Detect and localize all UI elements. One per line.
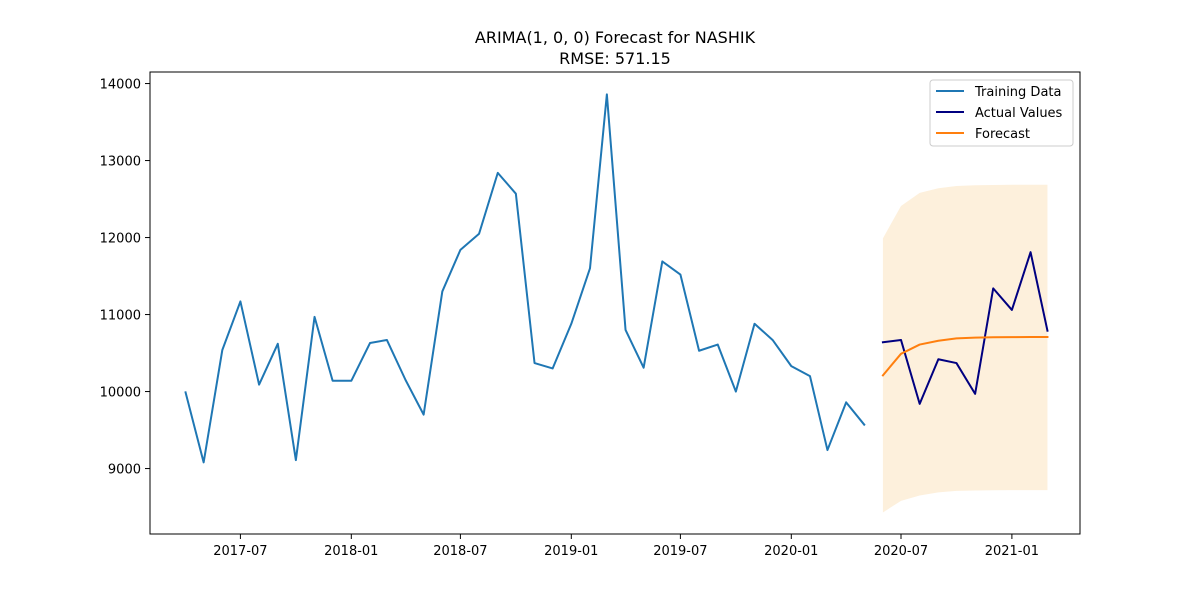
x-axis: 2017-07 2018-01 2018-07 2019-01 2019-07 2020-…: [213, 534, 1039, 559]
legend-label: Training Data: [974, 85, 1061, 100]
series-training-data: [184, 93, 866, 464]
x-tick-label: 2021-01: [985, 544, 1039, 559]
y-tick-label: 10000: [100, 386, 141, 401]
series-layer: [184, 93, 1049, 464]
y-tick-label: 13000: [100, 155, 141, 170]
series-line-actual-values: [881, 251, 1049, 405]
x-tick-label: 2020-01: [764, 544, 818, 559]
legend-label: Forecast: [975, 127, 1030, 142]
x-tick-label: 2019-07: [653, 544, 707, 559]
series-line-forecast: [881, 336, 1049, 377]
y-tick-label: 14000: [100, 78, 141, 93]
y-axis: 9000 10000 11000 12000 13000 14000: [100, 78, 150, 478]
legend-label: Actual Values: [975, 106, 1063, 121]
x-tick-label: 2017-07: [213, 544, 267, 559]
series-line-training-data: [184, 93, 866, 464]
legend-box: [929, 79, 1074, 147]
series-actual-values: [881, 251, 1049, 405]
legend: Training Data Actual Values Forecast: [929, 79, 1074, 147]
y-tick-label: 9000: [108, 463, 141, 478]
confidence-band: [882, 184, 1048, 513]
series-forecast: [881, 336, 1049, 377]
chart-subtitle: RMSE: 571.15: [559, 49, 671, 68]
chart-title: ARIMA(1, 0, 0) Forecast for NASHIK: [475, 28, 756, 47]
y-tick-label: 11000: [100, 309, 141, 324]
plot-frame: [149, 71, 1081, 535]
y-tick-label: 12000: [100, 232, 141, 247]
x-tick-label: 2020-07: [874, 544, 928, 559]
confidence-band-layer: [882, 184, 1048, 513]
x-tick-label: 2019-01: [544, 544, 598, 559]
x-tick-label: 2018-01: [324, 544, 378, 559]
x-tick-label: 2018-07: [433, 544, 487, 559]
